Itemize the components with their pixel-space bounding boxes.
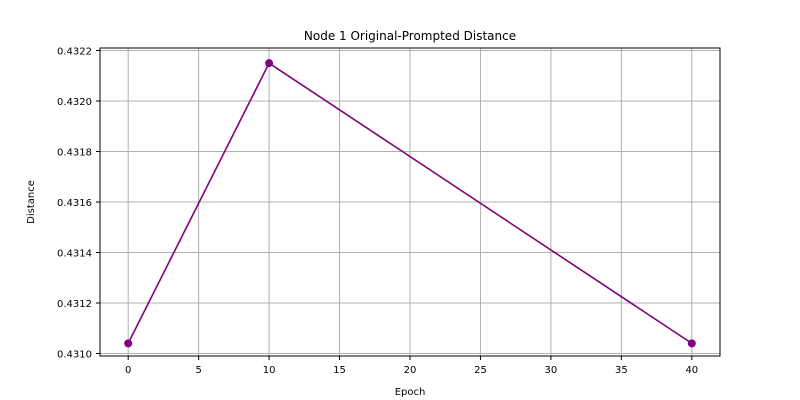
- x-tick-label: 0: [125, 365, 131, 376]
- chart-title: Node 1 Original-Prompted Distance: [304, 29, 516, 43]
- x-tick-label: 20: [404, 365, 417, 376]
- x-tick-label: 30: [545, 365, 558, 376]
- y-axis-label: Distance: [26, 180, 37, 224]
- y-tick-label: 0.4322: [57, 47, 92, 58]
- ticks: 0 5 10 15 20 25 30 35 40 0.4310 0.4312 0.4314 0.4316…: [57, 47, 698, 376]
- grid: [100, 48, 720, 356]
- x-tick-label: 5: [195, 365, 201, 376]
- x-tick-label: 40: [685, 365, 698, 376]
- series-layer: [124, 59, 696, 348]
- y-tick-label: 0.4314: [57, 248, 92, 259]
- x-axis-label: Epoch: [395, 387, 426, 398]
- x-tick-label: 25: [474, 365, 487, 376]
- x-tick-label: 15: [333, 365, 346, 376]
- y-tick-label: 0.4312: [57, 299, 92, 310]
- data-point: [124, 339, 133, 348]
- y-tick-label: 0.4316: [57, 198, 92, 209]
- data-point: [265, 59, 274, 68]
- y-tick-label: 0.4310: [57, 349, 92, 360]
- y-tick-label: 0.4320: [57, 97, 92, 108]
- y-tick-label: 0.4318: [57, 148, 92, 159]
- x-tick-label: 10: [263, 365, 276, 376]
- x-tick-label: 35: [615, 365, 628, 376]
- data-point: [687, 339, 696, 348]
